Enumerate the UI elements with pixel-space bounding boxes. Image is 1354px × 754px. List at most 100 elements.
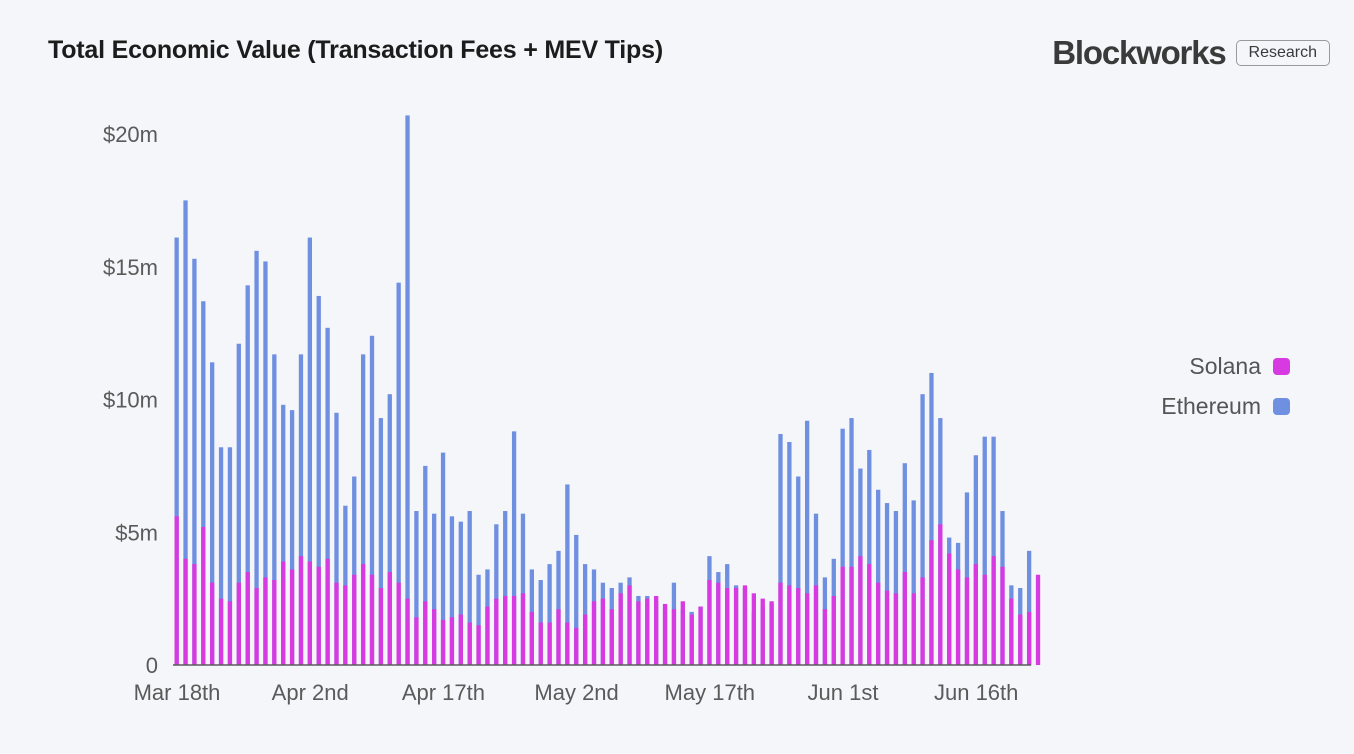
solana-bar <box>822 609 828 665</box>
solana-bar <box>1000 566 1005 665</box>
ethereum-bar <box>973 455 978 665</box>
solana-bar <box>636 601 641 665</box>
ethereum-bar <box>1026 550 1032 665</box>
x-tick-label: Apr 17th <box>402 680 485 705</box>
legend-label: Solana <box>1189 352 1261 379</box>
solana-bar <box>964 577 970 665</box>
solana-bar <box>254 588 259 665</box>
solana-bar <box>778 582 783 665</box>
solana-bar <box>725 588 730 665</box>
solana-bar <box>938 524 943 665</box>
ethereum-bar <box>174 237 179 666</box>
ethereum-bar <box>476 574 481 665</box>
solana-bar <box>751 593 756 665</box>
ethereum-bar <box>432 513 437 665</box>
ethereum-bar <box>227 447 233 665</box>
blockworks-logo: Blockworks <box>1052 34 1226 71</box>
solana-bar <box>955 569 961 665</box>
solana-bar <box>813 585 819 665</box>
solana-bar <box>698 606 703 665</box>
solana-bar <box>920 577 925 665</box>
solana-bar <box>547 622 552 665</box>
x-tick-label: May 17th <box>665 680 756 705</box>
legend-item-ethereum[interactable]: Ethereum <box>1161 386 1290 426</box>
research-badge: Research <box>1235 40 1330 66</box>
solana-bar <box>307 561 312 665</box>
solana-bar <box>609 609 614 665</box>
solana-bar <box>423 601 428 665</box>
solana-bar <box>884 590 890 665</box>
solana-bar <box>440 619 446 665</box>
ethereum-bar <box>787 441 792 665</box>
solana-bar <box>467 622 472 665</box>
y-tick-label: $10m <box>103 388 158 413</box>
y-tick-label: $15m <box>103 255 158 280</box>
solana-bar <box>236 582 241 665</box>
solana-bar <box>876 582 881 665</box>
solana-bar <box>982 574 987 665</box>
solana-bar <box>742 585 748 665</box>
ethereum-bar <box>414 511 419 665</box>
solana-bar <box>707 580 712 665</box>
ethereum-bar <box>804 420 810 665</box>
solana-bar <box>902 572 907 665</box>
solana-bar <box>991 556 996 665</box>
solana-bar <box>867 564 872 665</box>
solana-bar <box>458 614 463 665</box>
ethereum-bar <box>520 513 526 665</box>
solana-bar <box>538 622 543 665</box>
ethereum-bar <box>254 250 259 665</box>
solana-bar <box>405 598 410 665</box>
ethereum-bar <box>201 301 206 665</box>
legend: Solana Ethereum <box>1161 346 1290 426</box>
ethereum-bar <box>289 410 295 665</box>
solana-bar <box>600 598 606 665</box>
y-tick-label: $5m <box>115 520 158 545</box>
ethereum-bar <box>307 237 312 666</box>
solana-bar <box>520 593 526 665</box>
ethereum-bar <box>183 200 188 665</box>
brand: Blockworks Research <box>1052 34 1330 72</box>
ethereum-bar <box>334 412 339 665</box>
ethereum-bar <box>245 285 250 665</box>
solana-bar <box>174 516 179 665</box>
ethereum-bar <box>396 282 401 665</box>
solana-bar <box>1026 611 1032 665</box>
solana-bar <box>618 593 623 665</box>
ethereum-bar <box>991 436 996 665</box>
ethereum-bar <box>876 489 881 665</box>
solana-bar <box>556 609 561 665</box>
solana-bar <box>192 564 197 665</box>
solana-bar <box>263 577 268 665</box>
solana-bar <box>245 572 250 665</box>
ethereum-bar <box>556 550 561 665</box>
x-tick-label: Jun 16th <box>934 680 1018 705</box>
solana-bar <box>316 566 321 665</box>
ethereum-bar <box>902 463 907 665</box>
legend-label: Ethereum <box>1161 392 1261 419</box>
solana-bar <box>494 598 499 665</box>
solana-bar <box>582 614 588 665</box>
ethereum-bar <box>867 449 872 665</box>
solana-bar <box>929 540 934 665</box>
solana-bar <box>485 606 490 665</box>
solana-bar <box>654 595 659 665</box>
ethereum-bar <box>458 521 463 665</box>
solana-bar <box>414 617 419 665</box>
ethereum-bar <box>236 343 241 665</box>
solana-bar <box>796 588 801 665</box>
solana-bar <box>378 588 384 665</box>
ethereum-bar <box>920 394 925 665</box>
ethereum-bar <box>325 327 330 665</box>
ethereum-bar <box>423 465 428 665</box>
solana-bar <box>432 609 437 665</box>
ethereum-bar <box>316 295 321 665</box>
ethereum-bar <box>405 115 410 666</box>
solana-bar <box>662 603 668 665</box>
ethereum-bar <box>298 354 304 665</box>
legend-item-solana[interactable]: Solana <box>1161 346 1290 386</box>
x-tick-label: Jun 1st <box>808 680 879 705</box>
ethereum-bar <box>440 452 446 665</box>
solana-bar <box>858 556 863 665</box>
